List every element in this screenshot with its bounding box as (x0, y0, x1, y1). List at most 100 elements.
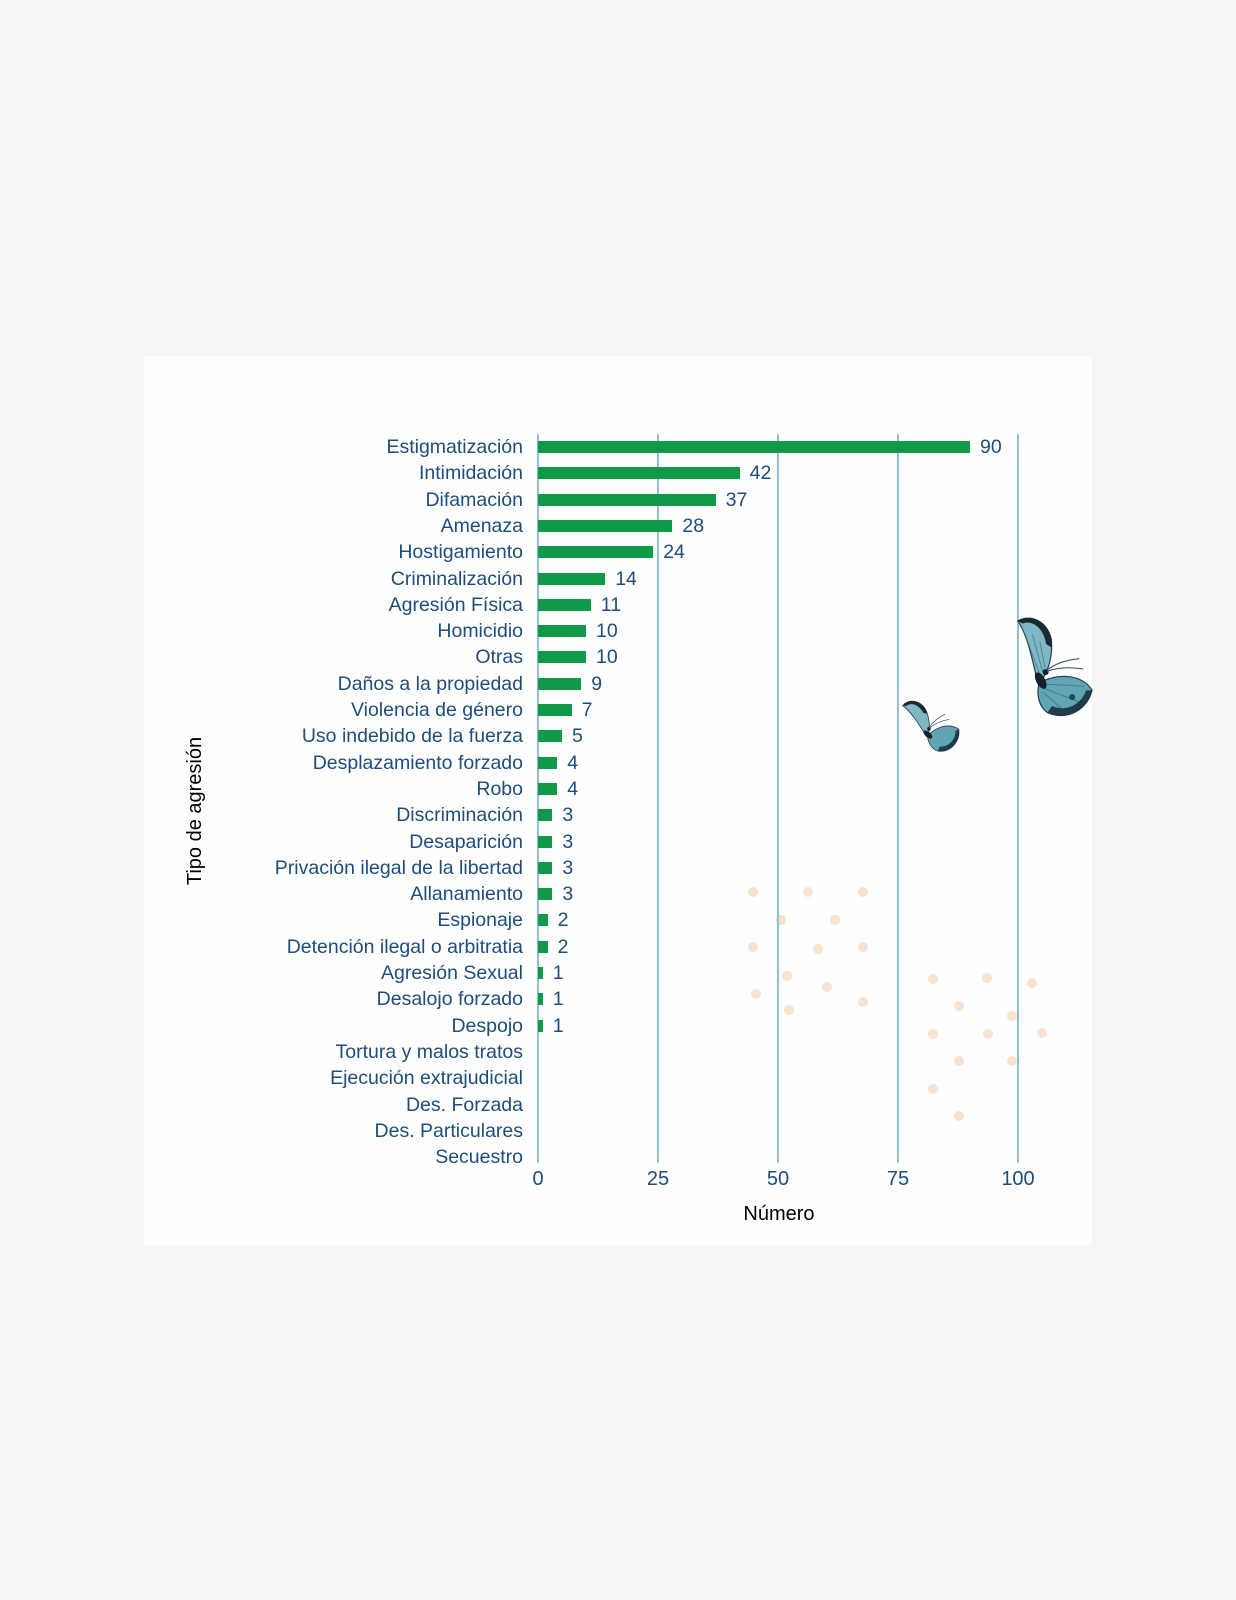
category-label: Amenaza (440, 514, 523, 537)
decorative-dot (748, 942, 758, 952)
x-tick-label: 0 (532, 1168, 544, 1190)
decorative-dot (983, 1029, 993, 1039)
x-tick-label: 50 (766, 1168, 790, 1190)
decorative-dot (954, 1111, 964, 1121)
category-label: Violencia de género (350, 699, 523, 721)
decorative-dot (928, 1084, 938, 1094)
x-tick-label: 100 (1001, 1168, 1035, 1190)
bar-value-label: 5 (572, 725, 583, 748)
bar-value-label: 1 (552, 1014, 564, 1037)
category-label: Uso indebido de la fuerza (301, 725, 523, 748)
category-label: Desplazamiento forzado (312, 751, 523, 774)
bar-value-label: 7 (581, 699, 593, 721)
decorative-dot (1037, 1028, 1047, 1038)
bar (538, 598, 591, 611)
bar (538, 730, 562, 743)
bar-value-label: 90 (980, 436, 1002, 458)
bar (538, 861, 553, 874)
bar (538, 493, 716, 506)
bar-value-label: 4 (567, 777, 579, 800)
category-label: Discriminación (396, 804, 523, 827)
gridline (1017, 434, 1019, 1163)
category-label: Otras (475, 646, 523, 669)
bar-value-label: 14 (615, 567, 637, 590)
bar-value-label: 2 (557, 909, 569, 932)
decorative-dot (784, 1005, 794, 1015)
gridline (777, 434, 779, 1163)
bar (538, 914, 548, 927)
category-label: Daños a la propiedad (337, 672, 523, 695)
bar-value-label: 1 (552, 962, 564, 984)
decorative-dot (954, 1056, 964, 1066)
category-label: Despojo (451, 1014, 523, 1037)
category-label: Privación ilegal de la libertad (274, 856, 523, 879)
category-label: Detención ilegal o arbitratia (286, 935, 523, 958)
category-label: Agresión Sexual (380, 962, 523, 984)
category-label: Robo (476, 777, 523, 800)
x-tick-label: 25 (646, 1168, 670, 1190)
category-label: Tortura y malos tratos (335, 1040, 523, 1063)
category-label: Desalojo forzado (376, 988, 523, 1011)
decorative-dot (858, 887, 868, 897)
bar (538, 1019, 543, 1032)
decorative-dot (803, 887, 813, 897)
bar-value-label: 4 (567, 751, 579, 774)
bar-value-label: 9 (591, 672, 603, 695)
bar-value-label: 10 (596, 646, 618, 669)
bar (538, 809, 553, 822)
decorative-dot (748, 887, 758, 897)
category-label: Agresión Física (388, 593, 523, 616)
bar-value-label: 28 (682, 514, 705, 537)
bar-value-label: 11 (600, 593, 622, 616)
category-label: Des. Forzada (405, 1093, 523, 1116)
bar (538, 888, 553, 901)
decorative-dot (954, 1001, 964, 1011)
bar (538, 704, 572, 716)
decorative-dot (1007, 1056, 1017, 1066)
category-label: Des. Particulares (374, 1119, 523, 1142)
bar-value-label: 3 (562, 856, 574, 879)
bar (538, 651, 586, 664)
bar-value-label: 1 (552, 988, 564, 1011)
bar-value-label: 42 (749, 462, 772, 485)
decorative-dot (813, 944, 823, 954)
bar (538, 467, 740, 480)
decorative-dot (928, 974, 938, 984)
category-label: Desaparición (409, 830, 523, 853)
report-panel: Estigmatización 90 Intimidación 42 Difamació… (144, 356, 1093, 1245)
category-label: Homicidio (437, 620, 523, 643)
category-label: Allanamiento (410, 883, 523, 906)
bar (538, 993, 543, 1006)
gridline (657, 434, 659, 1163)
decorative-dot (822, 982, 832, 992)
category-label: Espionaje (437, 909, 523, 932)
bar (538, 782, 558, 795)
bar-value-label: 3 (562, 804, 574, 827)
bar (538, 519, 673, 532)
category-label: Ejecución extrajudicial (330, 1067, 523, 1090)
butterfly-large-image (1016, 617, 1093, 717)
category-label: Intimidación (418, 462, 523, 485)
decorative-dot (1027, 978, 1037, 988)
gridline (897, 434, 899, 1163)
decorative-dot (830, 915, 840, 925)
bar-value-label: 3 (562, 830, 574, 853)
decorative-dot (776, 915, 786, 925)
bar (538, 625, 586, 638)
bar-value-label: 24 (663, 541, 685, 564)
decorative-dot (1007, 1011, 1017, 1021)
bar-value-label: 2 (557, 935, 569, 958)
bar (538, 835, 553, 848)
x-tick-label: 75 (886, 1168, 910, 1190)
bar-value-label: 3 (562, 883, 574, 906)
y-axis-title: Tipo de agresión (184, 736, 206, 886)
decorative-dot (928, 1029, 938, 1039)
butterfly-small-image (902, 700, 960, 752)
x-axis-title: Número (743, 1203, 815, 1225)
category-label: Difamación (425, 488, 523, 511)
bar (538, 967, 543, 979)
gridline (537, 434, 539, 1163)
category-label: Hostigamiento (398, 541, 523, 564)
bar (538, 546, 654, 559)
